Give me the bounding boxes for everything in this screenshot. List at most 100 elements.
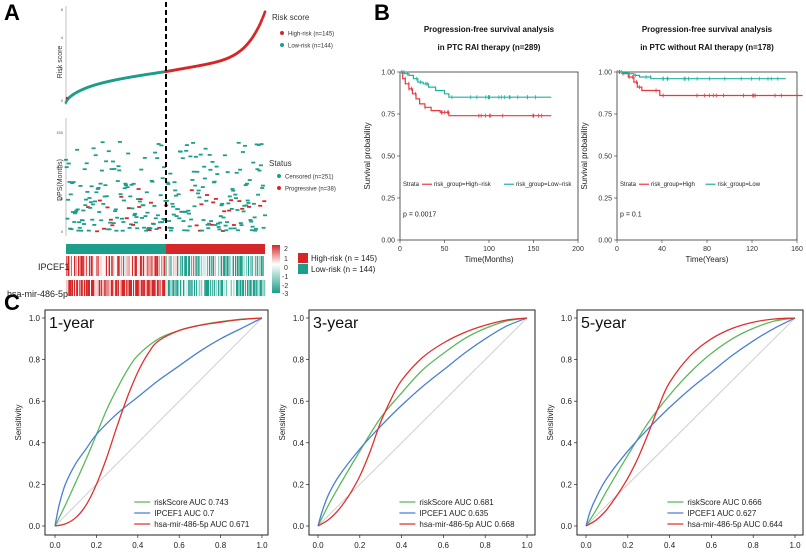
dps-point [155,214,160,217]
heatmap-cell [127,280,129,296]
heatmap-cell [146,280,148,296]
dps-point [98,182,103,185]
dps-point [234,197,238,200]
heatmap-cell [104,256,106,276]
heatmap-cell [158,280,160,296]
dps-point [243,184,248,186]
dps-point [190,179,195,181]
heatmap-cell [145,280,147,296]
heatmap-cell [204,256,206,276]
heatmap-cell [136,256,138,276]
dps-point [111,222,116,224]
heatmap-cell [259,280,261,296]
heatmap-cell [211,280,213,296]
heatmap-cell [106,256,108,276]
heatmap-cell [162,280,164,296]
heatmap-cell [141,256,143,276]
heatmap-cell [163,280,165,296]
heatmap-cell [198,280,200,296]
dps-point [101,203,106,205]
roc-y-tick: 0.6 [293,397,305,406]
dps-point [180,157,185,160]
heatmap-cell [220,280,222,296]
heatmap-cell [68,280,70,296]
heatmap-cell [234,256,236,276]
heatmap-cell [246,256,248,276]
dps-point [149,179,154,182]
dps-point [99,169,104,172]
risk-point [263,10,267,14]
dps-point [140,217,144,219]
dps-point [210,161,215,163]
heatmap-cell [224,280,226,296]
heatmap-cell [191,256,193,276]
status-legend-progressive-marker [277,186,281,190]
roc-y-tick: 0.4 [293,439,305,448]
km-legend-label: risk_group=Low [718,182,761,188]
dps-point [250,225,255,228]
roc-x-tick: 0.0 [312,541,324,550]
roc-diagonal [317,317,528,527]
dps-point [71,181,76,183]
heatmap-cell [244,256,246,276]
roc-x-tick: 0.6 [438,541,450,550]
dps-point [130,207,135,210]
heatmap-cell [76,256,78,276]
roc-y-tick: 0.0 [293,522,305,531]
dps-point [156,143,161,145]
heatmap-cell [96,280,98,296]
dps-point [83,204,88,207]
heatmap-cell [171,256,173,276]
dps-point [142,226,147,229]
heatmap-cell [102,256,104,276]
heatmap-cell [224,256,226,276]
heatmap-cell [129,256,131,276]
heatmap-cell [168,256,170,276]
heatmap-cell [193,256,195,276]
dps-point [188,155,193,158]
heatmap-cell [173,280,175,296]
dps-point [200,229,205,232]
dps-point [196,189,201,192]
heatmap-cell [223,280,225,296]
heatmap-cell [199,280,201,296]
dps-point [172,181,177,184]
heatmap-cell [231,280,233,296]
heatmap-cell [124,256,126,276]
roc-curve [585,317,796,527]
dps-point [72,221,77,223]
heatmap-cell [174,256,176,276]
dps-point [107,228,112,231]
heatmap-cell [169,256,171,276]
heatmap-cell [191,280,193,296]
dps-point [149,201,153,204]
heatmap-low-risk-bar [66,244,166,254]
heatmap-cell [163,256,165,276]
heatmap-cell [110,280,112,296]
heatmap-cell [112,256,114,276]
dps-point [148,227,153,230]
dps-point [144,191,149,194]
heatmap-cell [142,256,144,276]
heatmap-cell [153,256,155,276]
dps-point [113,208,118,211]
roc-y-tick: 0.4 [29,439,41,448]
heatmap-cell [144,256,146,276]
heatmap-color-scale [272,245,280,293]
dps-point [181,220,186,222]
heatmap-cell [114,280,116,296]
dps-point [263,214,267,217]
dps-point [192,205,197,208]
dps-point [218,215,223,217]
dps-point [256,193,261,196]
dps-point [161,218,166,220]
dps-point [126,152,131,155]
heatmap-cell [126,280,128,296]
dps-point [228,227,233,230]
dps-point [117,141,122,143]
heatmap-cell [207,280,209,296]
heatmap-cell [83,280,85,296]
dps-point [143,215,148,217]
km-legend-label: risk_group=High [651,182,695,188]
heatmap-cell [155,280,157,296]
